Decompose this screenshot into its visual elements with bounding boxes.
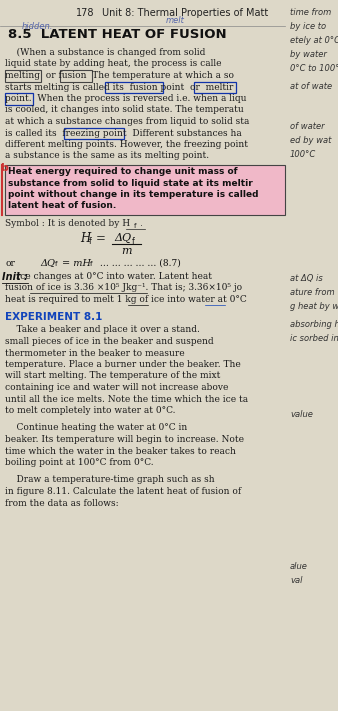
- Text: point.  When the process is reversed i.e. when a liqu: point. When the process is reversed i.e.…: [5, 94, 246, 103]
- Text: Take a beaker and place it over a stand.: Take a beaker and place it over a stand.: [5, 326, 200, 334]
- FancyBboxPatch shape: [5, 165, 285, 215]
- Text: 8.5  LATENT HEAT OF FUSION: 8.5 LATENT HEAT OF FUSION: [8, 28, 226, 41]
- Text: val: val: [290, 576, 303, 585]
- Text: time which the water in the beaker takes to reach: time which the water in the beaker takes…: [5, 447, 236, 456]
- Text: f: f: [132, 237, 135, 245]
- Text: point without change in its temperature is called: point without change in its temperature …: [8, 190, 259, 199]
- Text: =: =: [96, 232, 106, 245]
- Text: ΔQ: ΔQ: [114, 232, 131, 242]
- Text: hidden.: hidden.: [22, 22, 53, 31]
- Text: ed by wat: ed by wat: [290, 136, 331, 145]
- Text: f: f: [55, 262, 57, 267]
- Text: … … … … … (8.7): … … … … … (8.7): [97, 259, 181, 267]
- Text: f: f: [90, 262, 93, 267]
- Text: starts melting is called its  fusion point  or  meltir: starts melting is called its fusion poin…: [5, 82, 233, 92]
- Text: thermometer in the beaker to measure: thermometer in the beaker to measure: [5, 348, 185, 358]
- Text: ΔQ: ΔQ: [40, 259, 55, 267]
- Text: fusion of ice is 3.36 ×10⁵ Jkg⁻¹. That is; 3.36×10⁵ jo: fusion of ice is 3.36 ×10⁵ Jkg⁻¹. That i…: [5, 284, 242, 292]
- Text: EXPERIMENT 8.1: EXPERIMENT 8.1: [5, 311, 102, 321]
- Text: containing ice and water will not increase above: containing ice and water will not increa…: [5, 383, 228, 392]
- Text: is cooled, it changes into solid state. The temperatu: is cooled, it changes into solid state. …: [5, 105, 244, 114]
- Text: a substance is the same as its melting point.: a substance is the same as its melting p…: [5, 151, 209, 161]
- Text: Continue heating the water at 0°C in: Continue heating the water at 0°C in: [5, 424, 187, 432]
- Text: liquid state by adding heat, the process is calle: liquid state by adding heat, the process…: [5, 60, 221, 68]
- Text: temperature. Place a burner under the beaker. The: temperature. Place a burner under the be…: [5, 360, 241, 369]
- Text: at which a substance changes from liquid to solid sta: at which a substance changes from liquid…: [5, 117, 249, 126]
- Text: Heat energy required to change unit mass of: Heat energy required to change unit mass…: [8, 167, 238, 176]
- Text: will start melting. The temperature of the mixt: will start melting. The temperature of t…: [5, 372, 220, 380]
- Text: melt: melt: [166, 16, 185, 25]
- Text: by ice to: by ice to: [290, 22, 326, 31]
- Text: latent heat of fusion.: latent heat of fusion.: [8, 201, 116, 210]
- Text: ic sorbed in: ic sorbed in: [290, 334, 338, 343]
- Text: Draw a temperature-time graph such as sh: Draw a temperature-time graph such as sh: [5, 476, 215, 484]
- Text: until all the ice melts. Note the time which the ice ta: until all the ice melts. Note the time w…: [5, 395, 248, 404]
- Text: in figure 8.11. Calculate the latent heat of fusion of: in figure 8.11. Calculate the latent hea…: [5, 487, 241, 496]
- Text: from the data as follows:: from the data as follows:: [5, 498, 119, 508]
- Text: f: f: [89, 237, 92, 245]
- Text: melting  or fusion  The temperature at which a so: melting or fusion The temperature at whi…: [5, 71, 234, 80]
- Text: 100°C: 100°C: [290, 150, 316, 159]
- Text: different melting points. However, the freezing point: different melting points. However, the f…: [5, 140, 248, 149]
- Text: or: or: [5, 259, 15, 267]
- Text: small pieces of ice in the beaker and suspend: small pieces of ice in the beaker and su…: [5, 337, 214, 346]
- Text: boiling point at 100°C from 0°C.: boiling point at 100°C from 0°C.: [5, 458, 154, 467]
- Text: 178: 178: [76, 8, 94, 18]
- Text: Unit 8: Thermal Properties of Matt: Unit 8: Thermal Properties of Matt: [102, 8, 268, 18]
- Text: heat is required to melt 1 kg of ice into water at 0°C: heat is required to melt 1 kg of ice int…: [5, 295, 247, 304]
- Text: absorbing h: absorbing h: [290, 320, 338, 329]
- Text: value: value: [290, 410, 313, 419]
- Text: .: .: [140, 219, 143, 228]
- Text: to melt completely into water at 0°C.: to melt completely into water at 0°C.: [5, 406, 175, 415]
- Text: ature from: ature from: [290, 288, 335, 297]
- Text: Ice changes at 0°C into water. Latent heat: Ice changes at 0°C into water. Latent he…: [5, 272, 212, 281]
- Text: beaker. Its temperature will begin to increase. Note: beaker. Its temperature will begin to in…: [5, 435, 244, 444]
- Text: (When a substance is changed from solid: (When a substance is changed from solid: [5, 48, 206, 57]
- Text: Init :: Init :: [2, 272, 28, 282]
- Text: f: f: [134, 223, 137, 229]
- Text: 0°C to 100°: 0°C to 100°: [290, 64, 338, 73]
- Text: H: H: [80, 232, 90, 245]
- Text: m: m: [121, 245, 131, 255]
- Text: by water: by water: [290, 50, 327, 59]
- Text: substance from solid to liquid state at its meltir: substance from solid to liquid state at …: [8, 178, 253, 188]
- Text: is called its  freezing point  Different substances ha: is called its freezing point Different s…: [5, 129, 242, 137]
- Text: of water: of water: [290, 122, 324, 131]
- Text: alue: alue: [290, 562, 308, 571]
- Text: g heat by w: g heat by w: [290, 302, 338, 311]
- Text: b: b: [0, 163, 8, 173]
- Text: at of wate: at of wate: [290, 82, 332, 91]
- Text: at ΔQ is: at ΔQ is: [290, 274, 323, 283]
- Text: time from: time from: [290, 8, 331, 17]
- Text: etely at 0°C: etely at 0°C: [290, 36, 338, 45]
- Text: Symbol : It is denoted by H: Symbol : It is denoted by H: [5, 219, 130, 228]
- Text: = mH: = mH: [62, 259, 91, 267]
